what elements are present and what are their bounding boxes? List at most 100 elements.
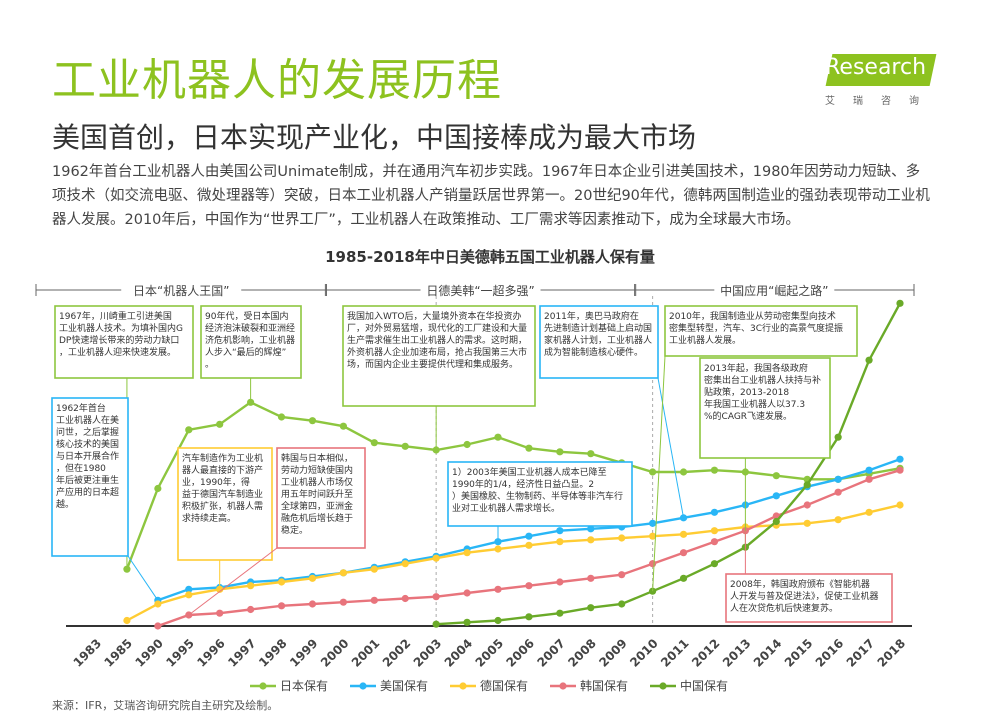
data-point <box>679 468 688 476</box>
annotation-10: 2013年起，我国各级政府密集出台工业机器人扶持与补贴政策，2013-2018 年… <box>699 357 831 548</box>
data-point <box>587 604 595 612</box>
annotation-4: 2011年，奥巴马政府在先进制造计划基础上启动国家机器人计划，工业机器人成为智能… <box>539 305 685 518</box>
data-point <box>216 420 224 428</box>
data-point <box>185 426 193 434</box>
annotation-text-line: 成为智能制造核心硬件。 <box>544 346 643 358</box>
period-label-bg <box>714 280 835 298</box>
annotation-leader <box>657 377 685 518</box>
legend-item-4: 韩国保有 <box>550 678 628 693</box>
annotation-text-line: 1962年首台 <box>56 402 106 414</box>
data-point <box>432 620 440 628</box>
data-point <box>123 616 131 625</box>
data-point <box>525 541 533 549</box>
period-label-bg <box>121 280 242 298</box>
x-tick-label: 1999 <box>287 636 321 670</box>
annotation-text-line: 2010年，我国制造业从劳动密集型向技术 <box>669 310 836 322</box>
data-point <box>679 530 688 538</box>
x-tick-label: 1983 <box>71 636 105 670</box>
data-point <box>772 492 780 500</box>
data-point <box>308 574 317 582</box>
data-point <box>896 501 904 509</box>
data-point <box>463 618 471 626</box>
data-point <box>803 501 811 509</box>
legend-swatch-dot <box>259 682 267 690</box>
data-point <box>525 532 533 540</box>
annotation-text-line: 产应用的日本超 <box>56 486 119 498</box>
annotation-text-line: 积极扩张，机器人需 <box>182 500 263 512</box>
data-point <box>494 433 502 441</box>
x-tick-label: 2007 <box>534 636 568 670</box>
annotation-text-line: 生产需求催生出工业机器人的需求。这时期， <box>347 334 527 346</box>
annotation-text-line: 问世，之后掌握 <box>56 426 119 438</box>
annotation-text-line: 济危机影响，工业机器 <box>205 334 295 346</box>
x-tick-label: 1997 <box>225 636 259 670</box>
data-point <box>649 532 657 540</box>
x-tick-label: 2016 <box>813 636 847 670</box>
legend-item-3: 德国保有 <box>450 678 528 693</box>
legend-label: 韩国保有 <box>580 678 628 693</box>
data-point <box>463 549 471 557</box>
series-line <box>125 400 901 570</box>
data-point <box>587 536 595 544</box>
data-point <box>308 417 317 425</box>
annotation-text-line: 家机器人计划，工业机器人 <box>544 334 652 346</box>
data-point <box>185 585 193 593</box>
annotation-text: 韩国与日本相似，劳动力短缺使国内工业机器人市场仅用五年时间跃升至全球第四，亚洲金… <box>281 452 353 536</box>
x-tick-label: 2006 <box>504 636 538 670</box>
annotation-text-line: 越。 <box>56 498 74 510</box>
annotation-text-line: 工业机器人在美 <box>56 414 119 426</box>
series-4 <box>154 466 904 630</box>
annotation-text-line: 工业机器人市场仅 <box>281 476 353 488</box>
data-point <box>896 299 904 307</box>
annotation-text-line: 90年代，受日本国内 <box>205 310 288 322</box>
annotation-5: 2010年，我国制造业从劳动密集型向技术密集型转型，汽车、3C行业的高景气度提振… <box>652 305 858 592</box>
period-label: 日德美韩“一超多强” <box>426 283 534 298</box>
x-tick-label: 2000 <box>318 636 352 670</box>
data-point <box>154 622 162 630</box>
legend-item-1: 日本保有 <box>250 679 328 693</box>
annotation-text-line: 经济泡沫破裂和亚洲经 <box>205 322 295 334</box>
period-bracket-1: 日本“机器人王国” <box>35 280 327 298</box>
legend-label: 德国保有 <box>480 678 528 693</box>
annotation-box <box>539 305 659 379</box>
annotation-text-line: 全球第四，亚洲金 <box>281 500 353 512</box>
legend-swatch-dot <box>659 682 667 690</box>
data-point <box>865 508 873 516</box>
data-point <box>308 600 317 608</box>
iresearch-logo: iResearch 艾瑞咨询 <box>815 48 937 110</box>
data-point <box>370 565 378 573</box>
annotation-box <box>342 305 536 407</box>
data-point <box>649 560 657 568</box>
x-tick-label: 1985 <box>102 636 136 670</box>
annotation-1: 1967年，川崎重工引进美国工业机器人技术。为填补国内G DP快速增长带来的劳动力… <box>54 305 194 570</box>
data-point <box>432 554 440 562</box>
annotation-7: 汽车制造作为工业机器人最直接的下游产业，1990年，得益于德国汽车制造业积极扩张… <box>177 447 273 590</box>
data-point <box>618 600 626 608</box>
data-point <box>834 475 842 483</box>
data-point <box>247 582 255 590</box>
data-point <box>277 578 286 586</box>
annotation-text: 1967年，川崎重工引进美国工业机器人技术。为填补国内G DP快速增长带来的劳动力… <box>59 310 183 358</box>
annotation-box <box>51 397 129 557</box>
x-tick-label: 2008 <box>565 636 599 670</box>
data-point <box>185 591 193 599</box>
data-point <box>772 472 780 480</box>
annotation-text-line: 先进制造计划基础上启动国 <box>544 322 652 334</box>
data-point <box>370 596 378 604</box>
annotation-text-line: 2013年起，我国各级政府 <box>704 362 808 374</box>
annotation-text-line: DP快速增长带来的劳动力缺口 <box>59 334 179 346</box>
x-tick-label: 1996 <box>194 636 228 670</box>
x-tick-label: 1995 <box>163 636 197 670</box>
data-point <box>277 602 286 610</box>
annotation-text-line: 我国加入WTO后，大量境外资本在华投资办 <box>347 310 521 322</box>
period-label-bg <box>420 280 541 298</box>
annotation-text-line: 贴政策，2013-2018 <box>704 386 789 398</box>
x-tick-label: 2017 <box>844 636 878 670</box>
annotation-text-line: 业对工业机器人需求增长。 <box>452 502 560 514</box>
data-point <box>370 439 378 447</box>
data-point <box>587 525 595 533</box>
annotation-text: 2013年起，我国各级政府密集出台工业机器人扶持与补贴政策，2013-2018 年… <box>704 362 821 422</box>
data-point <box>494 538 502 546</box>
legend-swatch-dot <box>359 682 367 690</box>
x-tick-label: 2009 <box>596 636 630 670</box>
